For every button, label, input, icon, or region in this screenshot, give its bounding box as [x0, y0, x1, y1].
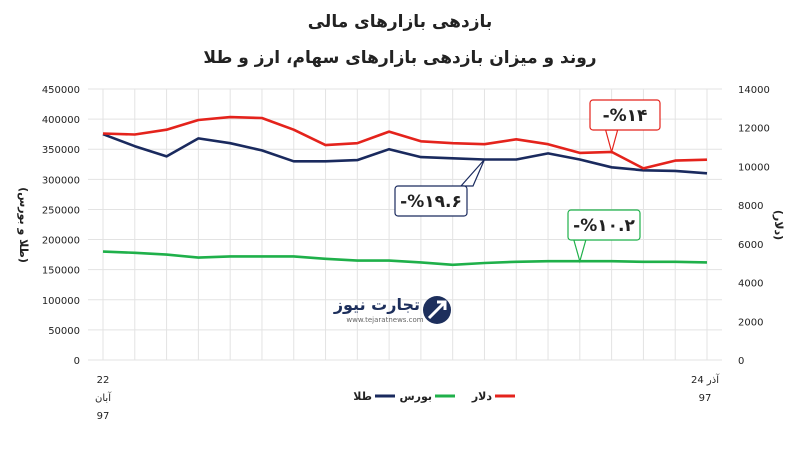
callout-text: -%۱۹.۶	[400, 192, 462, 212]
y-tick-left: 50000	[48, 326, 80, 337]
series-line-2	[102, 115, 708, 170]
series-layer	[102, 115, 708, 267]
y-axis-right: 0 2000 4000 6000 8000 10000 12000 14000	[738, 85, 770, 367]
callout-2: -%۱۰.۲	[567, 209, 641, 264]
y-axis-left-title: (طلا و بورس)	[17, 187, 30, 263]
y-tick-right: 4000	[738, 279, 763, 290]
y-tick-left: 100000	[42, 296, 80, 307]
y-tick-left: 200000	[42, 236, 80, 247]
x-start-line-1: 22	[97, 375, 110, 386]
logo-url: www.tejaratnews.com	[346, 316, 423, 324]
y-tick-left: 400000	[42, 115, 80, 126]
y-tick-left: 350000	[42, 145, 80, 156]
y-tick-right: 10000	[738, 162, 770, 173]
legend-label-0: طلا	[353, 390, 372, 403]
series-line-0	[102, 132, 708, 175]
y-tick-left: 250000	[42, 205, 80, 216]
y-axis-right-title: (دلار)	[772, 210, 785, 240]
callout-pointer	[604, 129, 619, 155]
x-end-line-1: 24 آذر	[691, 373, 720, 386]
logo-name: تجارت نیوز	[333, 295, 420, 314]
chart-subtitle: روند و میزان بازدهی بازارهای سهام، ارز و…	[203, 48, 596, 68]
chart-title: بازدهی بازارهای مالی	[308, 12, 493, 32]
callout-pointer	[573, 239, 587, 264]
logo-mark-arrow-icon	[427, 300, 447, 320]
y-tick-right: 0	[738, 356, 744, 367]
y-tick-right: 2000	[738, 317, 763, 328]
y-axis-left: 0 50000 100000 150000 200000 250000 300000 3500…	[42, 85, 80, 367]
legend-label-1: بورس	[399, 390, 432, 403]
y-tick-left: 0	[74, 356, 80, 367]
callout-pointer	[459, 159, 486, 187]
y-tick-left: 150000	[42, 266, 80, 277]
y-tick-left: 450000	[42, 85, 80, 96]
callout-box	[394, 185, 468, 217]
legend: طلا بورس دلار	[353, 390, 515, 403]
callout-text: -%۱۰.۲	[573, 216, 635, 236]
y-tick-right: 12000	[738, 124, 770, 135]
x-axis-end-label: 24 آذر 97	[691, 373, 720, 404]
logo: تجارت نیوز www.tejaratnews.com	[333, 295, 451, 324]
callout-box	[589, 99, 661, 131]
callout-box	[567, 209, 641, 241]
x-start-line-2: آبان	[95, 391, 112, 404]
y-tick-left: 300000	[42, 175, 80, 186]
callouts: -%۱۴ -%۱۹.۶ -%۱۰.۲	[394, 99, 661, 264]
callout-1: -%۱۹.۶	[394, 159, 486, 217]
x-axis-start-label: 22 آبان 97	[95, 375, 112, 422]
y-tick-right: 8000	[738, 201, 763, 212]
x-end-line-2: 97	[699, 393, 712, 404]
series-line-1	[102, 250, 708, 267]
y-tick-right: 6000	[738, 240, 763, 251]
callout-0: -%۱۴	[589, 99, 661, 155]
y-tick-right: 14000	[738, 85, 770, 96]
callout-text: -%۱۴	[603, 106, 648, 126]
legend-label-2: دلار	[471, 390, 493, 403]
x-start-line-3: 97	[97, 411, 110, 422]
